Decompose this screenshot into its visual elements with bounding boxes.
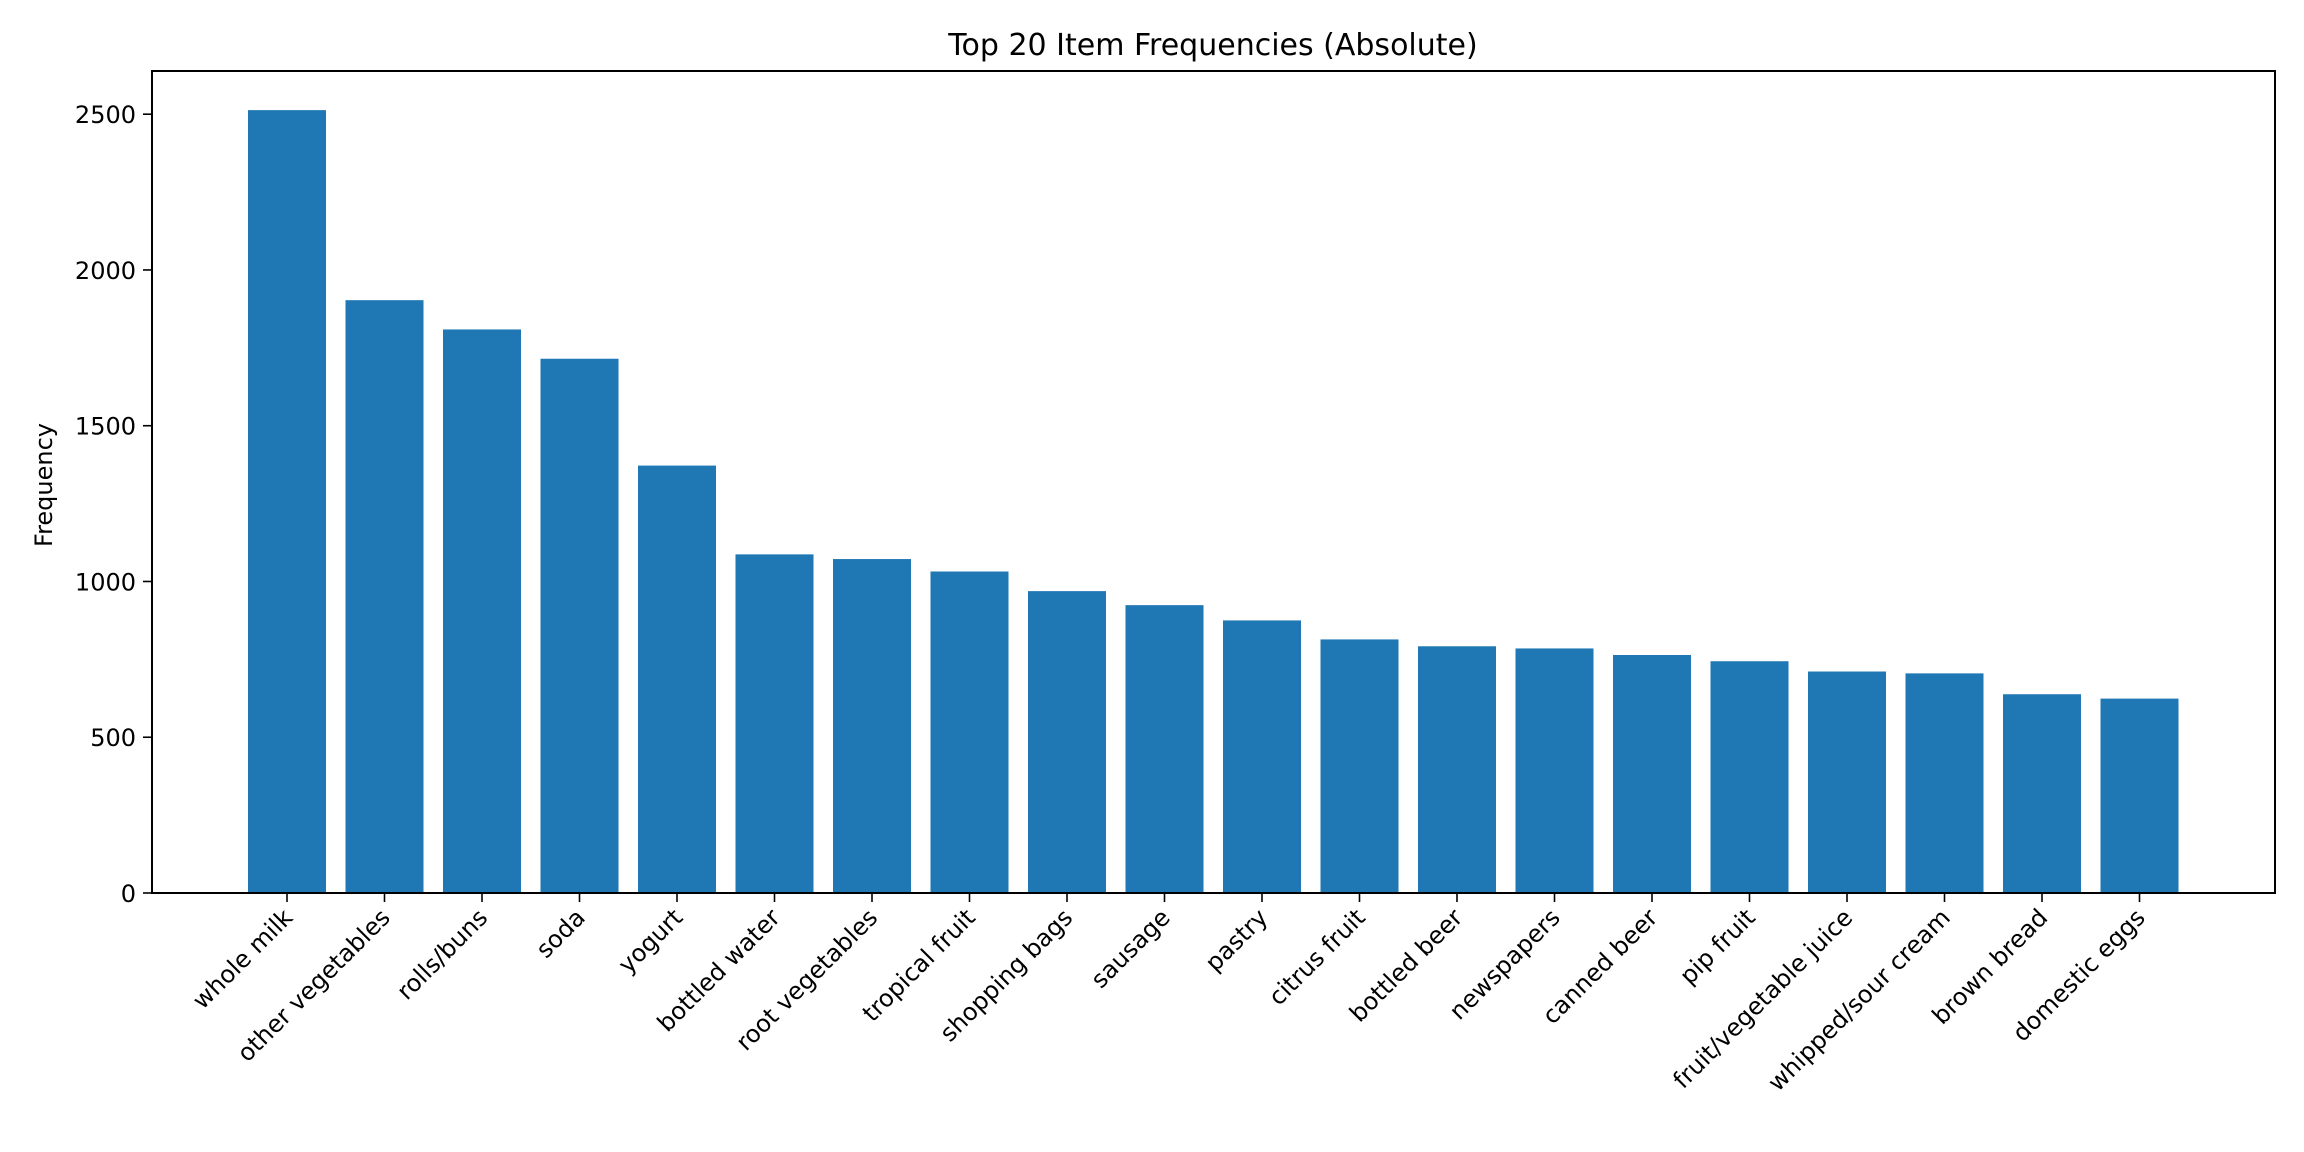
bar — [1320, 639, 1399, 893]
x-tick-label: citrus fruit — [1263, 903, 1371, 1011]
y-axis-label: Frequency — [30, 423, 58, 547]
bar — [248, 110, 326, 893]
bar — [443, 329, 521, 894]
bar — [833, 559, 911, 893]
bar — [930, 571, 1009, 893]
bar — [1418, 646, 1496, 893]
x-tick-label: rolls/buns — [391, 903, 493, 1005]
y-tick-label: 500 — [90, 724, 136, 752]
bar — [1710, 661, 1789, 893]
y-tick-label: 2500 — [75, 101, 136, 129]
y-tick-label: 2000 — [75, 257, 136, 285]
x-tick-label: fruit/vegetable juice — [1668, 903, 1859, 1094]
x-tick-label: yogurt — [613, 903, 688, 978]
bar — [735, 554, 814, 893]
x-tick-label: soda — [531, 903, 591, 963]
bar — [638, 465, 716, 893]
y-tick-label: 1500 — [75, 413, 136, 441]
bar — [2100, 698, 2179, 893]
y-tick-label: 1000 — [75, 568, 136, 596]
x-tick-label: pastry — [1200, 903, 1273, 976]
bar — [345, 300, 424, 893]
bar — [1125, 605, 1204, 893]
chart-title: Top 20 Item Frequencies (Absolute) — [947, 28, 1477, 63]
x-tick-label: whipped/sour cream — [1762, 903, 1955, 1096]
y-axis-ticks: 0 500 1000 1500 2000 2500 — [75, 101, 152, 908]
bar — [1515, 648, 1594, 893]
bar — [1905, 673, 1984, 893]
x-tick-label: sausage — [1085, 903, 1175, 993]
bar — [1028, 591, 1106, 893]
bar — [1613, 655, 1691, 893]
y-tick-label: 0 — [121, 880, 136, 908]
bar — [1808, 671, 1886, 893]
x-tick-label: pip fruit — [1674, 903, 1761, 990]
bars-group — [248, 110, 2179, 894]
bar — [2003, 694, 2081, 893]
plot-area-frame — [151, 70, 2276, 894]
bar — [540, 358, 619, 893]
bar — [1223, 620, 1301, 893]
